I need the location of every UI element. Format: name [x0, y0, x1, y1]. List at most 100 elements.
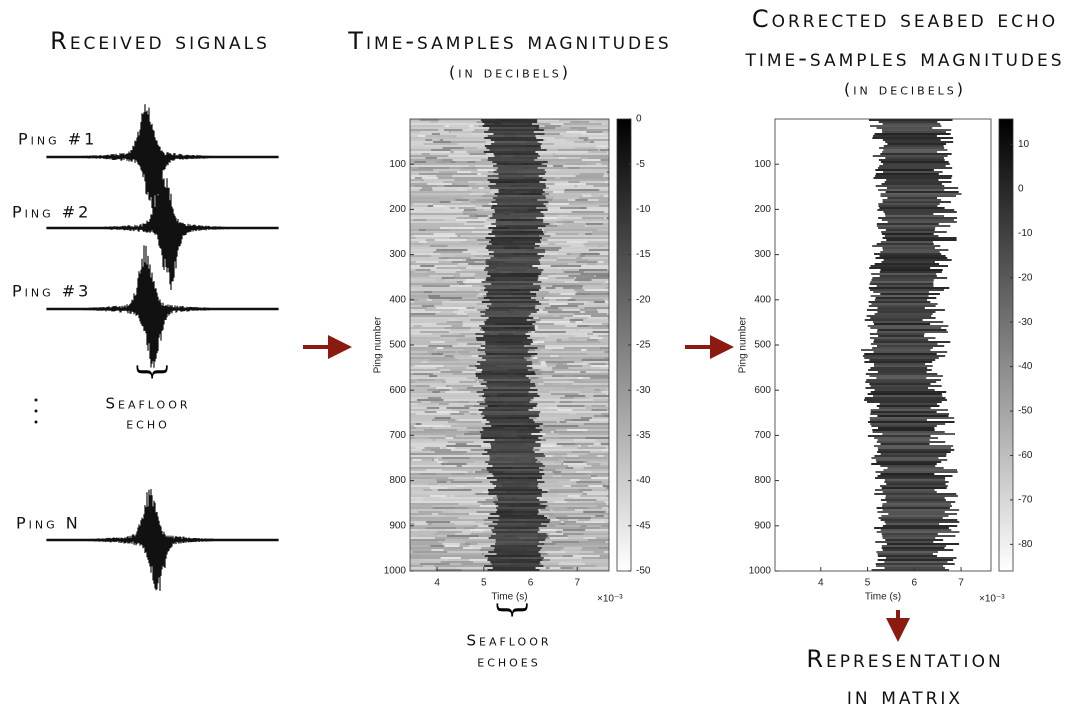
texture	[420, 401, 431, 403]
texture	[469, 529, 498, 531]
texture	[498, 505, 547, 507]
texture	[868, 369, 932, 371]
texture	[478, 243, 501, 245]
texture	[884, 213, 934, 215]
texture	[479, 325, 535, 327]
texture	[591, 515, 604, 517]
texture	[485, 461, 536, 463]
texture	[485, 401, 530, 403]
texture	[874, 263, 940, 265]
texture	[553, 221, 566, 223]
texture	[559, 523, 566, 525]
texture	[590, 365, 609, 367]
texture	[440, 561, 474, 563]
texture	[606, 503, 609, 505]
caption: Seafloor	[105, 395, 190, 413]
texture	[419, 119, 439, 121]
texture	[436, 367, 467, 369]
texture	[414, 523, 428, 525]
texture	[445, 359, 458, 361]
texture	[427, 389, 450, 391]
y-tick-label: 300	[389, 249, 406, 260]
texture	[491, 425, 540, 427]
texture	[487, 517, 548, 519]
texture	[491, 445, 541, 447]
texture	[488, 471, 540, 473]
texture	[429, 245, 448, 247]
texture	[498, 519, 551, 521]
texture	[484, 145, 541, 147]
texture	[581, 359, 609, 361]
texture	[420, 265, 435, 267]
texture	[462, 547, 473, 549]
texture	[861, 349, 931, 351]
texture	[542, 309, 563, 311]
texture	[568, 367, 599, 369]
texture	[493, 475, 542, 477]
brace: }	[133, 361, 173, 383]
texture	[467, 471, 474, 473]
texture	[869, 383, 931, 385]
texture	[411, 397, 424, 399]
texture	[490, 217, 537, 219]
texture	[440, 463, 467, 465]
texture	[494, 155, 540, 157]
texture	[868, 119, 953, 121]
texture	[527, 421, 558, 423]
texture	[443, 129, 463, 131]
colorbar-tick-label: -25	[636, 340, 651, 351]
texture	[446, 535, 480, 537]
colorbar-tick-label: -30	[636, 385, 651, 396]
texture	[878, 227, 936, 229]
texture	[493, 501, 548, 503]
texture	[886, 187, 959, 189]
texture	[440, 371, 463, 373]
texture	[477, 525, 496, 527]
texture	[867, 393, 942, 395]
texture	[450, 329, 471, 331]
texture	[433, 141, 463, 143]
texture	[434, 547, 452, 549]
texture	[481, 301, 540, 303]
y-tick-label: 500	[389, 340, 406, 351]
texture	[479, 431, 540, 433]
texture	[590, 363, 606, 365]
texture	[484, 407, 533, 409]
texture	[468, 263, 499, 265]
texture	[531, 361, 539, 363]
texture	[474, 527, 507, 529]
texture	[592, 385, 609, 387]
texture	[878, 121, 938, 123]
texture	[454, 277, 481, 279]
texture	[411, 169, 434, 171]
texture	[549, 567, 561, 569]
texture	[448, 461, 475, 463]
texture	[410, 313, 436, 315]
texture	[880, 473, 935, 475]
texture	[488, 233, 544, 235]
texture	[585, 287, 609, 289]
y-tick-label: 900	[754, 520, 771, 531]
texture	[436, 347, 444, 349]
texture	[547, 561, 560, 563]
texture	[528, 219, 562, 221]
texture	[872, 155, 948, 157]
y-tick-label: 700	[754, 430, 771, 441]
texture	[477, 169, 495, 171]
texture	[440, 335, 465, 337]
texture	[423, 497, 442, 499]
texture	[444, 205, 476, 207]
texture	[579, 207, 587, 209]
texture	[566, 515, 596, 517]
texture	[496, 219, 544, 221]
x-tick-label: 4	[818, 578, 824, 589]
texture	[605, 281, 609, 283]
texture	[487, 157, 538, 159]
texture	[484, 555, 541, 557]
texture	[567, 215, 589, 217]
texture	[870, 385, 942, 387]
texture	[484, 269, 544, 271]
texture	[591, 475, 597, 477]
texture	[881, 219, 954, 221]
texture	[490, 513, 538, 515]
